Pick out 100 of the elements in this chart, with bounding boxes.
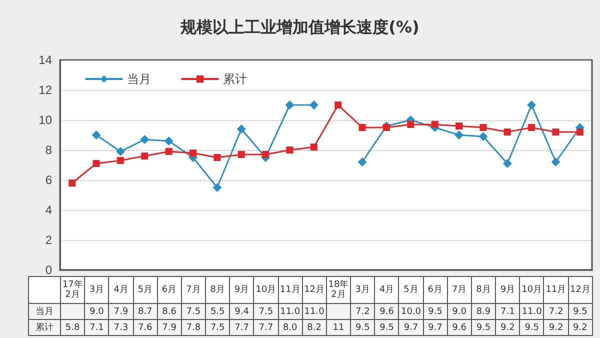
data-label: 7.5 [181, 304, 206, 320]
x-tick-label: 4月 [108, 276, 134, 304]
data-label: 7.1 [496, 304, 520, 320]
y-tick-label: 0 [45, 263, 52, 277]
point [165, 148, 172, 155]
point [480, 124, 487, 131]
y-tick-label: 8 [45, 143, 52, 157]
point [92, 130, 101, 140]
point [454, 130, 464, 140]
point [478, 132, 488, 141]
point [527, 100, 536, 110]
point [214, 154, 221, 161]
point [358, 158, 367, 166]
x-tick-label: 5月 [398, 276, 424, 304]
point [140, 135, 150, 144]
point [552, 128, 560, 136]
data-label: 9.2 [544, 320, 568, 336]
x-tick-label: 12月 [568, 276, 592, 304]
x-tick-label: 7月 [447, 276, 472, 304]
x-tick-label: 6月 [157, 276, 182, 304]
point [286, 146, 294, 154]
y-tick-label: 6 [45, 173, 52, 187]
data-label: 7.1 [84, 320, 109, 336]
point [164, 136, 174, 146]
point [358, 124, 366, 131]
data-label: 9.0 [447, 304, 472, 320]
x-tick-label: 12月 [302, 276, 326, 304]
point [116, 147, 125, 156]
point [190, 150, 196, 156]
data-label: 7.7 [230, 320, 254, 336]
x-tick-label: 7月 [181, 276, 206, 304]
point [285, 100, 294, 110]
y-tick-label: 12 [38, 83, 52, 97]
data-label: 7.2 [350, 304, 375, 320]
point [92, 160, 100, 167]
x-tick-label: 11月 [544, 276, 568, 304]
data-label: 9.4 [230, 304, 254, 320]
point [528, 124, 536, 131]
x-tick-label: 4月 [374, 276, 399, 304]
data-label: 9.5 [350, 320, 375, 336]
point [262, 151, 270, 158]
point [212, 183, 222, 192]
x-tick-label: 10月 [254, 276, 278, 304]
x-tick-label: 9月 [496, 276, 520, 304]
data-label: 7.5 [206, 320, 230, 336]
data-label: 8.9 [471, 304, 496, 320]
point [310, 144, 318, 150]
data-label: 7.7 [254, 320, 278, 336]
data-label: 5.5 [206, 304, 230, 320]
data-label: 10.0 [398, 304, 424, 320]
data-label: 9.7 [398, 320, 424, 336]
data-label: 11 [326, 320, 351, 336]
x-tick-label: 18年 2月 [326, 276, 351, 304]
x-tick-label: 3月 [84, 276, 109, 304]
y-tick-label: 10 [38, 113, 52, 127]
data-label: 8.2 [302, 320, 326, 336]
data-label: 7.2 [544, 304, 568, 320]
point [504, 128, 511, 136]
x-tick-label: 11月 [278, 276, 302, 304]
text: 累计 [36, 322, 54, 332]
x-tick-label: 9月 [230, 276, 254, 304]
point [236, 124, 246, 134]
x-tick-label: 10月 [520, 276, 544, 304]
data-label: 11.0 [520, 304, 544, 320]
x-tick-label: 3月 [350, 276, 375, 304]
legend-label: 累计 [223, 72, 247, 86]
data-label: 11.0 [278, 304, 302, 320]
y-tick-label: 2 [45, 233, 52, 247]
x-tick-label: 6月 [423, 276, 448, 304]
data-label: 9.5 [520, 320, 544, 336]
data-label: 11.0 [302, 304, 326, 320]
point [334, 102, 342, 108]
point [576, 128, 584, 136]
legend-label: 当月 [127, 72, 151, 86]
data-label: 9.6 [447, 320, 472, 336]
data-label: 8.6 [157, 304, 182, 320]
x-tick-label: 5月 [133, 276, 158, 304]
data-label: 7.8 [181, 320, 206, 336]
data-label: 9.5 [423, 304, 448, 320]
point [431, 121, 438, 128]
data-label: 7.3 [108, 320, 134, 336]
x-tick-label: 17年 2月 [60, 276, 85, 304]
point [238, 151, 245, 158]
data-label: 8.0 [278, 320, 302, 336]
point [309, 100, 318, 110]
chart-title: 规模以上工业增加值增长速度(%) [180, 18, 420, 36]
point [382, 124, 390, 131]
data-label: 7.9 [108, 304, 134, 320]
point [116, 157, 124, 164]
data-label: 7.6 [133, 320, 158, 336]
data-label: 5.8 [60, 320, 85, 336]
data-label: 7.9 [157, 320, 182, 336]
point [502, 159, 512, 168]
text: 当月 [36, 306, 54, 316]
x-tick-label: 8月 [206, 276, 230, 304]
point [551, 158, 560, 166]
data-label: 7.5 [254, 304, 278, 320]
data-label: 9.5 [568, 304, 592, 320]
y-tick-label: 14 [38, 53, 52, 67]
data-label: 9.6 [374, 304, 399, 320]
